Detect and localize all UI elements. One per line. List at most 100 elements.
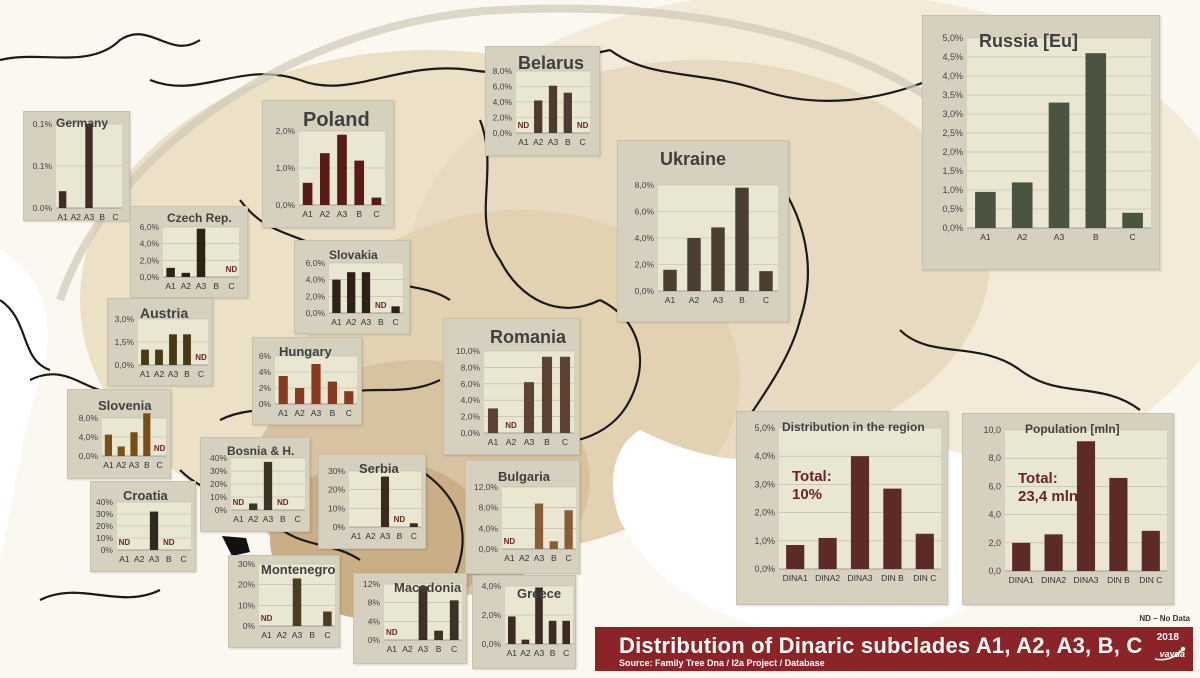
x-tick-label: A2 [346, 317, 357, 327]
no-data-label: ND [226, 265, 238, 274]
y-tick-label: 4,0% [482, 581, 502, 591]
chart-title-serbia: Serbia [359, 461, 399, 476]
no-data-label: ND [577, 121, 589, 130]
x-tick-label: A1 [261, 630, 272, 640]
bar-distribution-dinc [915, 533, 934, 569]
bar-romania-a3 [523, 382, 535, 433]
x-tick-label: B [309, 630, 315, 640]
x-tick-label: A1 [233, 514, 244, 524]
bar-montenegro-a3 [292, 578, 302, 626]
x-tick-label: A3 [84, 212, 95, 222]
y-tick-label: 4,0% [79, 432, 99, 442]
y-tick-label: 4,0% [635, 233, 655, 243]
bar-distribution-dinb [883, 488, 902, 569]
bar-ukraine-a3 [711, 227, 725, 291]
x-tick-label: A2 [320, 209, 331, 219]
x-tick-label: B [397, 531, 403, 541]
chart-panel-hungary: 0% 2% 4% 6% A1 A2 A3 B C Hungary [252, 337, 362, 425]
y-tick-label: 3,0% [942, 109, 963, 119]
x-tick-label: C [411, 531, 417, 541]
chart-svg-montenegro: 0% 10% 20% 30% ND A1 A2 A3 B C [238, 559, 335, 640]
y-tick-label: 20% [328, 485, 345, 495]
chart-svg-austria: 0,0% 1,5% 3,0% A1 A2 A3 B ND C [115, 314, 208, 379]
bar-austria-b [183, 334, 191, 365]
y-tick-label: 0,0% [493, 128, 513, 138]
y-tick-label: 40% [96, 497, 113, 507]
map-dark-spot [222, 536, 250, 556]
chart-svg-belarus: 0,0% 2,0% 4,0% 6,0% 8,0% ND A1 A2 A3 B ND C [493, 66, 590, 147]
y-tick-label: 2,0% [493, 113, 513, 123]
x-tick-label: C [562, 437, 568, 447]
chart-svg-greece: 0,0% 2,0% 4,0% A1 A2 A3 B C [482, 581, 573, 658]
x-tick-label: B [378, 317, 384, 327]
chart-panel-czech: 0,0% 2,0% 4,0% 6,0% A1 A2 A3 B ND C Czech Rep. [130, 206, 248, 298]
y-tick-label: 6,0 [988, 481, 1001, 491]
x-tick-label: A2 [181, 281, 192, 291]
y-tick-label: 2,0% [461, 412, 481, 422]
chart-panel-serbia: 0% 10% 20% 30% A1 A2 A3 ND B C Serbia [318, 454, 426, 549]
y-tick-label: 0,0 [988, 566, 1001, 576]
y-tick-label: 0% [101, 545, 114, 555]
x-tick-label: A2 [134, 554, 145, 564]
x-tick-label: A2 [533, 137, 544, 147]
y-tick-label: 0,5% [942, 204, 963, 214]
x-tick-label: A3 [337, 209, 348, 219]
x-tick-label: B [144, 460, 150, 470]
y-tick-label: 2,0% [306, 291, 326, 301]
no-data-label: ND [394, 515, 406, 524]
y-tick-label: 6,0% [635, 207, 655, 217]
brand-name: vayda [1159, 649, 1185, 659]
chart-svg-hungary: 0% 2% 4% 6% A1 A2 A3 B C [259, 351, 357, 418]
bar-serbia-a3 [380, 476, 390, 527]
x-tick-label: A3 [149, 554, 160, 564]
bar-romania-b [541, 356, 553, 433]
y-tick-label: 0.1% [33, 119, 53, 129]
x-tick-label: DIN B [881, 573, 904, 583]
bar-romania-a1 [487, 408, 499, 433]
y-tick-label: 0,0% [140, 272, 160, 282]
x-tick-label: A3 [361, 317, 372, 327]
y-tick-label: 10% [328, 503, 345, 513]
bar-population-dina3 [1076, 441, 1096, 571]
no-data-label: ND [195, 353, 207, 362]
no-data-label: ND [277, 498, 289, 507]
bar-greece-c [562, 620, 571, 644]
x-tick-label: DINA1 [1009, 575, 1034, 585]
bar-russia-a2 [1011, 182, 1033, 228]
x-tick-label: A3 [311, 408, 322, 418]
y-tick-label: 4,0% [140, 239, 160, 249]
border-line [39, 589, 161, 601]
chart-title-bosnia: Bosnia & H. [227, 444, 295, 458]
chart-panel-romania: 0,0% 2,0% 4,0% 6,0% 8,0% 10,0% A1 ND A2 A3 B C Roman… [443, 318, 580, 455]
x-tick-label: B [280, 514, 286, 524]
title-banner: Distribution of Dinaric subclades A1, A2… [595, 627, 1193, 671]
region-outline [56, 4, 963, 302]
border-line [609, 49, 931, 102]
y-tick-label: 6% [259, 351, 272, 361]
y-tick-label: 20% [210, 479, 227, 489]
chart-title-slovenia: Slovenia [98, 398, 152, 413]
y-tick-label: 0,0% [754, 564, 775, 574]
x-tick-label: B [330, 408, 336, 418]
bar-germany-a3 [85, 124, 93, 208]
x-tick-label: C [563, 648, 569, 658]
x-tick-label: A2 [248, 514, 259, 524]
y-tick-label: 1,0% [754, 536, 775, 546]
y-tick-label: 1,0% [942, 185, 963, 195]
chart-title-poland: Poland [303, 109, 370, 131]
bar-greece-a3 [535, 587, 543, 644]
x-tick-label: B [739, 295, 745, 305]
chart-svg-population: 0,0 2,0 4,0 6,0 8,0 10,0 DINA1 DINA2 DINA3 DIN B D… [983, 425, 1167, 585]
bar-ukraine-c [759, 271, 773, 291]
x-tick-label: A3 [418, 644, 429, 654]
y-tick-label: 0.1% [33, 161, 53, 171]
y-tick-label: 0,0% [635, 286, 655, 296]
bar-slovenia-a2 [117, 446, 125, 456]
y-tick-label: 6,0% [493, 82, 513, 92]
bar-slovakia-c [391, 306, 400, 313]
chart-title-bulgaria: Bulgaria [498, 469, 551, 484]
y-tick-label: 0,0% [79, 451, 99, 461]
x-tick-label: A3 [713, 295, 724, 305]
